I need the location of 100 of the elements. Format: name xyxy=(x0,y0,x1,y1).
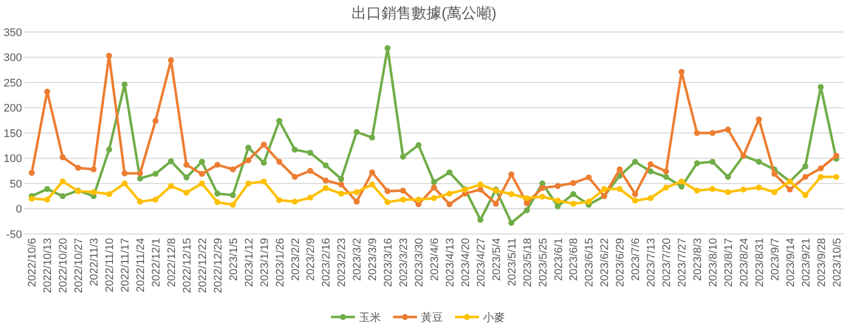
x-tick-label: 2023/2/9 xyxy=(305,238,318,281)
point xyxy=(137,170,144,176)
point xyxy=(292,146,298,153)
point xyxy=(477,186,484,193)
point xyxy=(802,163,808,170)
x-tick-label: 2022/12/29 xyxy=(212,238,224,294)
x-tick-label: 2023/3/2 xyxy=(352,238,364,281)
point xyxy=(802,192,808,198)
point xyxy=(663,184,670,191)
point xyxy=(183,174,190,180)
point xyxy=(106,146,112,153)
point xyxy=(369,169,376,176)
point xyxy=(307,194,314,201)
point xyxy=(230,192,236,198)
point xyxy=(168,183,174,190)
point xyxy=(322,177,329,184)
point xyxy=(322,162,329,168)
point xyxy=(833,152,840,159)
point xyxy=(663,168,670,174)
point xyxy=(740,186,746,193)
point xyxy=(446,201,452,208)
x-tick-label: 2023/6/1 xyxy=(552,238,565,281)
point xyxy=(709,186,716,192)
x-tick-label: 2022/11/10 xyxy=(104,238,116,292)
x-tick-label: 2023/4/27 xyxy=(475,238,488,287)
point xyxy=(322,185,329,192)
point xyxy=(648,161,654,168)
point xyxy=(106,52,112,59)
x-tick-label: 2022/10/13 xyxy=(42,238,54,294)
chart-title: 出口銷售數據(萬公噸) xyxy=(352,5,496,22)
point xyxy=(60,193,66,200)
point xyxy=(245,180,252,186)
point xyxy=(152,170,159,177)
point xyxy=(756,116,762,122)
point xyxy=(384,199,391,206)
y-tick-label: 150 xyxy=(4,128,22,140)
point xyxy=(214,162,220,168)
x-tick-label: 2022/12/1 xyxy=(150,238,163,287)
point xyxy=(539,185,546,192)
x-tick-label: 2023/8/10 xyxy=(707,238,720,287)
point xyxy=(214,190,220,197)
y-tick-label: 200 xyxy=(4,102,22,115)
y-tick-label: 250 xyxy=(4,77,22,90)
point xyxy=(292,174,298,180)
x-tick-label: 2023/8/17 xyxy=(722,238,735,287)
x-tick-label: 2023/3/9 xyxy=(367,238,380,281)
x-tick-label: 2022/12/22 xyxy=(196,238,209,294)
point xyxy=(90,166,97,172)
point xyxy=(508,191,514,198)
point xyxy=(709,158,716,165)
point xyxy=(539,194,546,200)
x-tick-label: 2023/5/11 xyxy=(506,238,518,286)
x-tick-label: 2023/7/13 xyxy=(646,238,658,287)
point xyxy=(570,180,576,186)
x-tick-label: 2023/1/5 xyxy=(228,238,240,281)
x-tick-label: 2023/8/3 xyxy=(692,238,704,281)
point xyxy=(384,188,391,194)
point xyxy=(709,130,716,136)
point xyxy=(369,182,376,188)
point xyxy=(354,198,360,205)
legend-label: 黃豆 xyxy=(421,310,443,324)
point xyxy=(724,126,731,132)
x-tick-label: 2023/7/20 xyxy=(661,238,674,287)
x-tick-label: 2022/12/15 xyxy=(181,238,194,294)
point xyxy=(554,198,561,204)
point xyxy=(477,216,484,223)
point xyxy=(632,191,638,198)
point xyxy=(276,158,282,165)
x-tick-label: 2023/2/16 xyxy=(320,238,333,287)
point xyxy=(508,220,514,226)
x-tick-label: 2023/6/29 xyxy=(614,238,627,287)
x-tick-label: 2023/1/12 xyxy=(243,238,256,287)
x-tick-label: 2023/4/20 xyxy=(460,238,472,287)
x-tick-label: 2023/9/21 xyxy=(800,238,812,287)
point xyxy=(400,154,406,160)
point xyxy=(477,182,484,188)
y-tick-label: 50 xyxy=(10,178,22,190)
x-tick-label: 2023/2/2 xyxy=(290,238,302,281)
x-tick-label: 2023/5/18 xyxy=(522,238,534,287)
point xyxy=(678,184,685,190)
point xyxy=(416,196,422,203)
point xyxy=(354,189,360,196)
x-tick-label: 2022/10/27 xyxy=(73,238,86,294)
point xyxy=(802,174,808,180)
point xyxy=(338,176,344,182)
point xyxy=(28,196,35,202)
point xyxy=(245,144,252,151)
x-tick-label: 2023/4/13 xyxy=(444,238,456,287)
x-tick-label: 2023/10/5 xyxy=(831,238,844,287)
point xyxy=(369,134,376,141)
x-tick-label: 2023/8/31 xyxy=(754,238,766,287)
legend-label: 玉米 xyxy=(359,310,381,324)
point xyxy=(694,160,700,166)
point xyxy=(198,158,205,165)
x-tick-label: 2023/6/15 xyxy=(584,238,596,287)
x-tick-label: 2023/1/26 xyxy=(274,238,286,287)
point xyxy=(260,142,267,148)
point xyxy=(756,184,762,191)
x-tick-label: 2022/10/6 xyxy=(26,238,39,287)
point xyxy=(183,162,190,168)
